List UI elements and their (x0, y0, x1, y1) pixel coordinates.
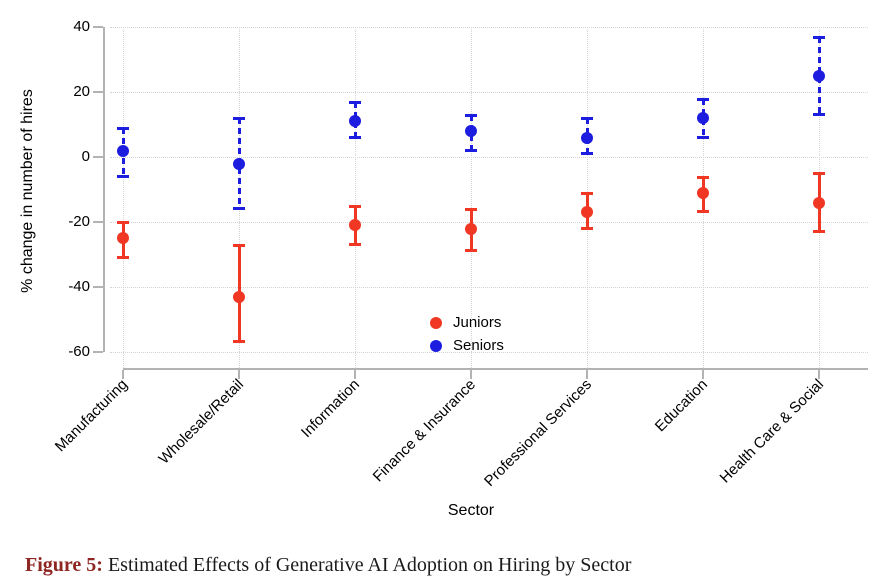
error-cap-bottom-seniors-education (697, 135, 709, 139)
data-point-seniors-health-care-social (813, 69, 825, 82)
error-cap-bottom-juniors-health-care-social (813, 229, 825, 233)
data-point-juniors-manufacturing (117, 232, 129, 245)
data-point-juniors-wholesale-retail (233, 290, 245, 303)
x-tick (818, 370, 820, 379)
error-cap-bottom-juniors-finance-insurance (465, 249, 477, 253)
y-tick-label: -40 (68, 278, 90, 295)
h-gridline (110, 92, 868, 93)
y-tick-label: -60 (68, 343, 90, 360)
data-point-seniors-professional-services (581, 131, 593, 144)
figure-caption-text: Estimated Effects of Generative AI Adopt… (102, 554, 632, 576)
x-tick (470, 370, 472, 379)
legend-item-seniors: Seniors (430, 334, 504, 357)
error-cap-top-seniors-professional-services (581, 117, 593, 120)
y-tick-label: 20 (73, 83, 90, 100)
figure-caption: Figure 5: Estimated Effects of Generativ… (25, 554, 865, 577)
data-point-seniors-information (349, 115, 361, 128)
error-cap-top-juniors-manufacturing (117, 221, 129, 224)
error-cap-top-juniors-professional-services (581, 191, 593, 195)
y-tick-label: 0 (81, 148, 90, 165)
error-cap-bottom-seniors-health-care-social (813, 112, 825, 116)
error-cap-bottom-juniors-professional-services (581, 226, 593, 230)
x-tick (702, 370, 704, 379)
data-point-juniors-education (697, 186, 709, 199)
h-gridline (110, 287, 868, 288)
error-cap-top-seniors-health-care-social (813, 35, 825, 39)
y-tick-label: 40 (73, 18, 90, 35)
error-cap-top-juniors-education (697, 175, 709, 179)
v-gridline (123, 27, 124, 368)
h-gridline (110, 222, 868, 223)
y-tick (93, 156, 103, 158)
error-cap-bottom-seniors-professional-services (581, 151, 593, 155)
x-axis-line (123, 368, 868, 370)
x-tick (122, 370, 124, 379)
data-point-juniors-health-care-social (813, 196, 825, 209)
error-cap-top-seniors-finance-insurance (465, 113, 477, 117)
y-tick (93, 221, 103, 223)
data-point-seniors-wholesale-retail (233, 157, 245, 170)
legend-label: Seniors (453, 337, 504, 354)
error-cap-top-juniors-information (349, 204, 361, 208)
error-cap-top-juniors-wholesale-retail (233, 243, 245, 247)
data-point-seniors-finance-insurance (465, 125, 477, 137)
data-point-juniors-finance-insurance (465, 222, 477, 235)
x-tick (354, 370, 356, 379)
seniors-marker-icon (430, 339, 442, 352)
y-tick (93, 286, 103, 288)
error-cap-bottom-seniors-manufacturing (117, 174, 129, 178)
error-cap-bottom-seniors-information (349, 135, 361, 139)
error-cap-top-seniors-information (349, 100, 361, 104)
error-cap-bottom-seniors-finance-insurance (465, 148, 477, 152)
error-cap-bottom-juniors-education (697, 210, 709, 214)
plot-area: % change in number of hires Sector Junio… (19, 18, 868, 519)
y-tick (93, 351, 103, 353)
legend-label: Juniors (453, 314, 502, 331)
error-cap-bottom-juniors-manufacturing (117, 255, 129, 259)
legend: Juniors Seniors (430, 311, 504, 357)
error-cap-top-seniors-wholesale-retail (233, 117, 245, 120)
error-cap-top-seniors-manufacturing (117, 126, 129, 130)
data-point-juniors-information (349, 219, 361, 232)
data-point-juniors-professional-services (581, 206, 593, 219)
y-axis-line (103, 27, 105, 352)
y-tick-label: -20 (68, 213, 90, 230)
error-cap-top-juniors-finance-insurance (465, 208, 477, 211)
y-tick (93, 91, 103, 93)
data-point-seniors-education (697, 112, 709, 124)
error-cap-bottom-juniors-information (349, 242, 361, 246)
h-gridline (110, 27, 868, 28)
error-cap-bottom-juniors-wholesale-retail (233, 340, 245, 344)
v-gridline (471, 27, 472, 368)
h-gridline (110, 157, 868, 158)
juniors-marker-icon (430, 316, 442, 329)
figure-number: Figure 5: (25, 554, 103, 576)
data-point-seniors-manufacturing (117, 144, 129, 157)
x-tick (238, 370, 240, 379)
x-axis-title: Sector (447, 502, 495, 519)
x-tick (586, 370, 588, 379)
h-gridline (110, 352, 868, 353)
legend-item-juniors: Juniors (430, 311, 504, 334)
v-gridline (355, 27, 356, 368)
y-tick (93, 26, 103, 28)
error-cap-top-seniors-education (697, 97, 709, 101)
error-cap-top-juniors-health-care-social (813, 172, 825, 176)
error-cap-bottom-seniors-wholesale-retail (233, 207, 245, 210)
